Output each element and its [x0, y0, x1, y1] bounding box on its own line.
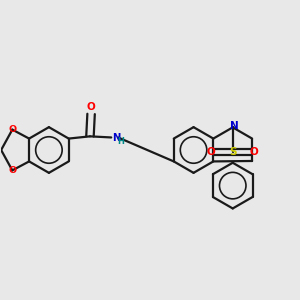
- Text: N: N: [112, 133, 121, 143]
- Text: N: N: [230, 121, 238, 130]
- Text: O: O: [8, 166, 16, 175]
- Text: S: S: [229, 147, 236, 157]
- Text: H: H: [117, 137, 124, 146]
- Text: O: O: [250, 147, 259, 157]
- Text: O: O: [8, 125, 16, 134]
- Text: O: O: [207, 147, 216, 157]
- Text: O: O: [87, 102, 95, 112]
